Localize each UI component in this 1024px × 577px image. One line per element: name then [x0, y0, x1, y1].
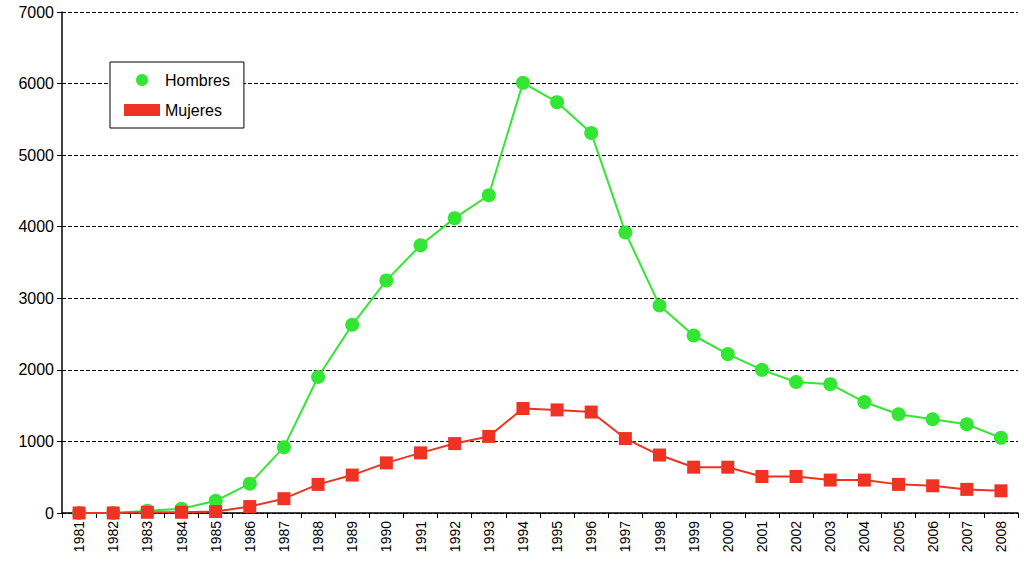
svg-text:1987: 1987: [276, 521, 292, 552]
svg-text:3000: 3000: [18, 290, 54, 307]
svg-text:1998: 1998: [652, 521, 668, 552]
svg-text:2002: 2002: [788, 521, 804, 552]
svg-text:1991: 1991: [413, 521, 429, 552]
svg-text:5000: 5000: [18, 147, 54, 164]
svg-text:1981: 1981: [71, 521, 87, 552]
svg-text:2005: 2005: [891, 521, 907, 552]
svg-text:2000: 2000: [720, 521, 736, 552]
svg-text:1983: 1983: [139, 521, 155, 552]
svg-text:2007: 2007: [959, 521, 975, 552]
svg-text:4000: 4000: [18, 218, 54, 235]
svg-text:1986: 1986: [242, 521, 258, 552]
svg-text:1994: 1994: [515, 521, 531, 552]
svg-text:2006: 2006: [925, 521, 941, 552]
svg-text:0: 0: [45, 505, 54, 522]
svg-text:1999: 1999: [686, 521, 702, 552]
svg-text:Mujeres: Mujeres: [165, 102, 222, 119]
svg-text:1000: 1000: [18, 433, 54, 450]
svg-text:1982: 1982: [105, 521, 121, 552]
svg-text:7000: 7000: [18, 4, 54, 21]
svg-text:1996: 1996: [583, 521, 599, 552]
svg-text:2004: 2004: [856, 521, 872, 552]
svg-text:1993: 1993: [481, 521, 497, 552]
svg-text:1984: 1984: [174, 521, 190, 552]
svg-text:6000: 6000: [18, 75, 54, 92]
svg-text:1997: 1997: [617, 521, 633, 552]
svg-text:1992: 1992: [447, 521, 463, 552]
svg-text:2001: 2001: [754, 521, 770, 552]
svg-text:1995: 1995: [549, 521, 565, 552]
svg-text:Hombres: Hombres: [165, 72, 230, 89]
svg-text:2003: 2003: [822, 521, 838, 552]
svg-text:1985: 1985: [208, 521, 224, 552]
svg-text:2008: 2008: [993, 521, 1009, 552]
svg-text:1989: 1989: [344, 521, 360, 552]
svg-text:1990: 1990: [378, 521, 394, 552]
svg-text:2000: 2000: [18, 361, 54, 378]
svg-text:1988: 1988: [310, 521, 326, 552]
